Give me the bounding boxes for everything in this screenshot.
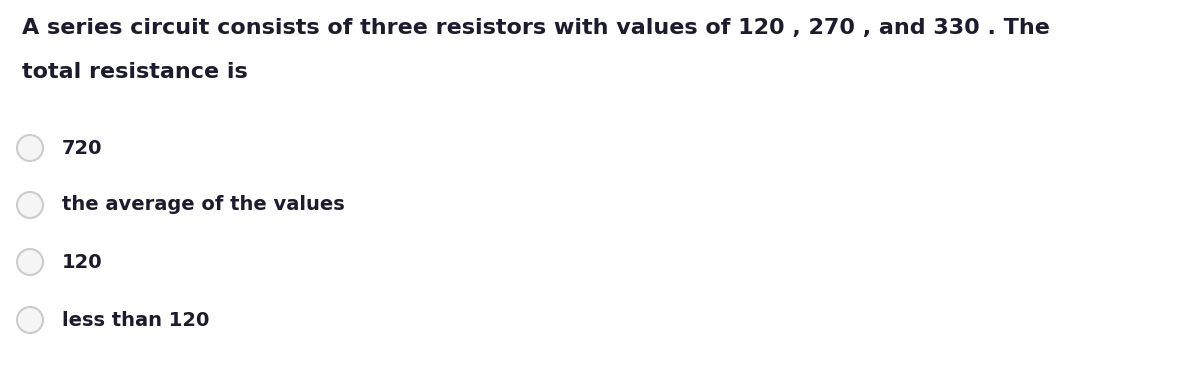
Circle shape bbox=[17, 249, 43, 275]
Circle shape bbox=[17, 307, 43, 333]
Text: total resistance is: total resistance is bbox=[22, 62, 247, 82]
Text: less than 120: less than 120 bbox=[62, 310, 209, 329]
Text: A series circuit consists of three resistors with values of 120 , 270 , and 330 : A series circuit consists of three resis… bbox=[22, 18, 1050, 38]
Circle shape bbox=[17, 135, 43, 161]
Text: 720: 720 bbox=[62, 139, 102, 158]
Text: the average of the values: the average of the values bbox=[62, 196, 344, 215]
Circle shape bbox=[17, 192, 43, 218]
Text: 120: 120 bbox=[62, 253, 103, 272]
